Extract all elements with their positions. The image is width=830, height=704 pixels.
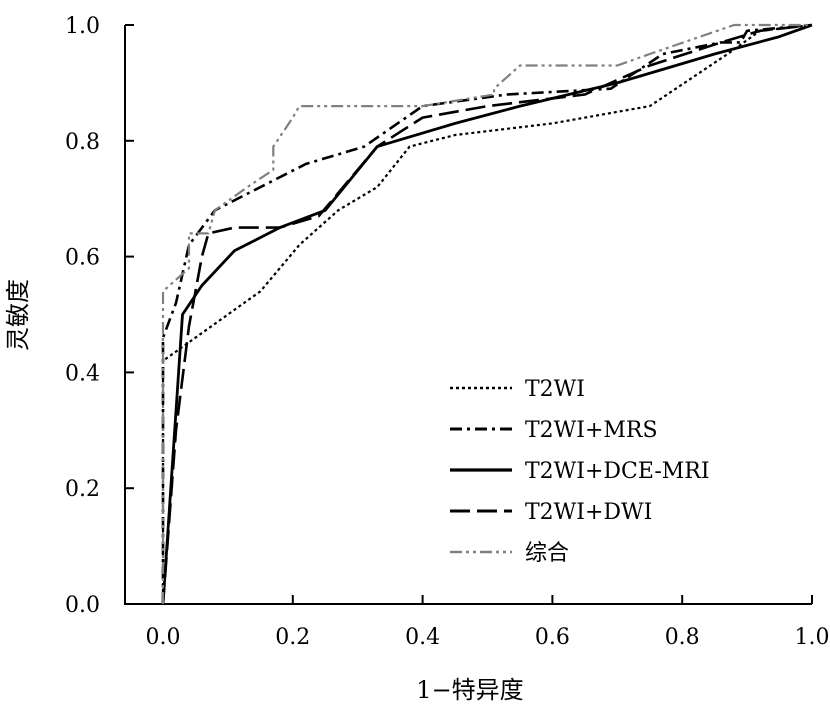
y-tick-label: 0.8 xyxy=(65,130,100,155)
legend: T2WI T2WI+MRS T2WI+DCE-MRI T2WI+DWI 综合 xyxy=(450,377,710,566)
series-line-5 xyxy=(161,23,812,604)
x-tick-label: 0.2 xyxy=(275,625,310,650)
x-tick-label: 0.8 xyxy=(665,625,700,650)
x-tick-label: 0.4 xyxy=(405,625,440,650)
series-line-4 xyxy=(161,23,813,605)
x-tick-label: 1.0 xyxy=(795,625,830,650)
y-tick-label: 0.0 xyxy=(65,593,100,618)
legend-label: T2WI+DWI xyxy=(525,500,652,525)
legend-label: T2WI+MRS xyxy=(525,418,658,443)
x-tick-label: 0.6 xyxy=(535,625,570,650)
axes: 0.0 0.2 0.4 0.6 0.8 1.0 0.0 0.2 0.4 0.6 0.8 1.0 xyxy=(65,14,830,650)
legend-label: T2WI xyxy=(525,377,585,402)
series-layer xyxy=(161,23,813,605)
legend-label: 综合 xyxy=(525,541,569,566)
y-axis-title: 灵敏度 xyxy=(4,279,32,351)
y-tick-label: 0.6 xyxy=(65,246,100,271)
series-line-2 xyxy=(161,23,813,604)
x-axis-title: 1−特异度 xyxy=(416,676,523,704)
y-tick-label: 0.2 xyxy=(65,477,100,502)
axis-frame xyxy=(124,25,812,605)
y-tick-label: 0.4 xyxy=(65,361,100,386)
y-tick-label: 1.0 xyxy=(65,14,100,39)
series-line-1 xyxy=(161,23,813,604)
legend-label: T2WI+DCE-MRI xyxy=(525,459,710,484)
series-line-3 xyxy=(161,23,813,605)
x-tick-label: 0.0 xyxy=(146,625,181,650)
